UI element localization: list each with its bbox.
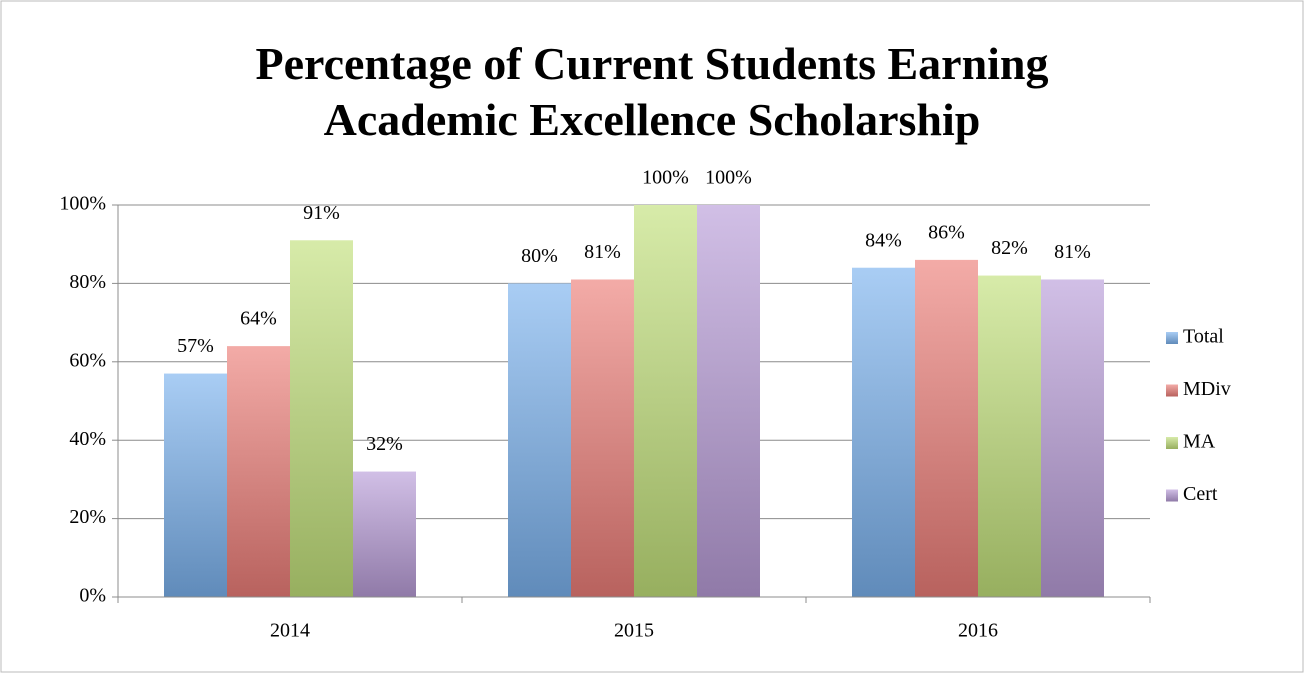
data-label: 64% <box>240 308 277 330</box>
data-label: 91% <box>303 202 340 224</box>
y-tick-label: 40% <box>69 428 106 450</box>
data-label: 57% <box>177 335 214 357</box>
legend-swatch <box>1166 384 1178 397</box>
x-tick-label: 2016 <box>958 620 998 642</box>
data-label: 100% <box>642 167 689 189</box>
legend-label: Cert <box>1183 483 1218 505</box>
data-label: 86% <box>928 221 965 243</box>
bar <box>852 267 915 597</box>
title-box: Percentage of Current Students Earning A… <box>0 36 1304 148</box>
legend-swatch <box>1166 332 1178 344</box>
y-tick-label: 60% <box>69 349 106 371</box>
x-tick-label: 2015 <box>614 620 654 642</box>
bar <box>1041 279 1104 597</box>
legend-swatch <box>1166 489 1178 502</box>
bar <box>915 259 978 597</box>
bar <box>164 373 227 597</box>
bar <box>227 346 290 597</box>
data-label: 100% <box>705 167 752 189</box>
bar <box>290 240 353 597</box>
bar <box>634 205 697 597</box>
data-label: 82% <box>991 237 1028 259</box>
bar <box>697 205 760 597</box>
bar <box>978 275 1041 597</box>
data-label: 80% <box>521 245 558 267</box>
legend-label: MDiv <box>1183 378 1231 400</box>
legend-label: Total <box>1183 326 1224 348</box>
y-tick-label: 0% <box>79 585 106 607</box>
bar <box>508 283 571 597</box>
data-label: 81% <box>584 241 621 263</box>
data-label: 32% <box>366 433 403 455</box>
data-label: 81% <box>1054 241 1091 263</box>
legend-label: MA <box>1183 431 1216 453</box>
x-tick-label: 2014 <box>270 620 310 642</box>
y-tick-label: 20% <box>69 506 106 528</box>
data-label: 84% <box>865 229 902 251</box>
bar <box>571 279 634 597</box>
y-tick-label: 100% <box>59 193 106 215</box>
bar <box>353 471 416 597</box>
y-tick-label: 80% <box>69 271 106 293</box>
chart-title: Percentage of Current Students Earning A… <box>255 38 1049 145</box>
legend-swatch <box>1166 437 1178 449</box>
